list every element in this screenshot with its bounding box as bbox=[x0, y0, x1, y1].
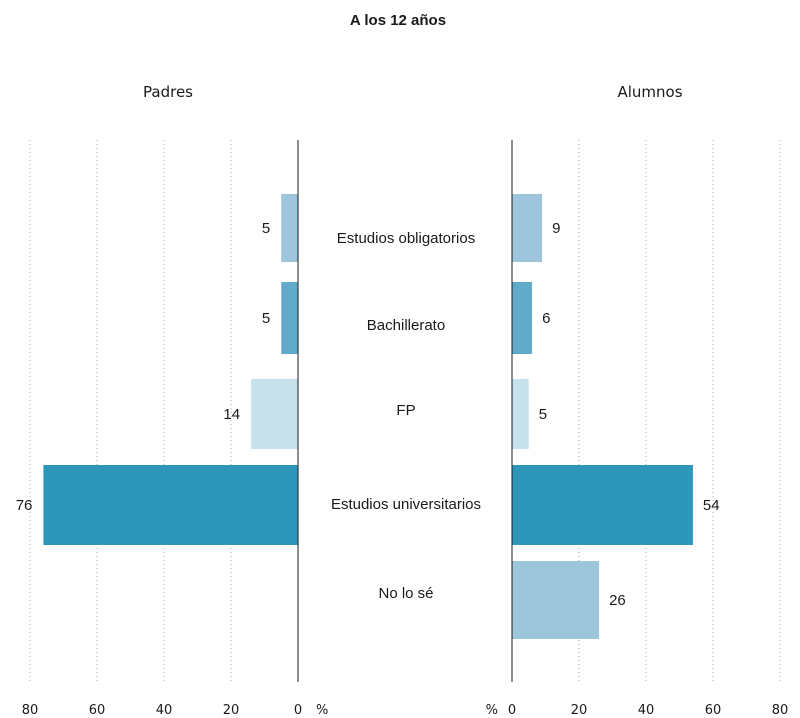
unit-label-left: % bbox=[316, 703, 328, 718]
value-label-padres: 5 bbox=[262, 310, 270, 327]
category-label: No lo sé bbox=[378, 585, 433, 602]
chart-title: A los 12 años bbox=[350, 12, 446, 29]
value-label-alumnos: 54 bbox=[703, 497, 720, 514]
x-tick-label-left: 20 bbox=[223, 703, 240, 718]
unit-label-right: % bbox=[486, 703, 498, 718]
right-panel-title: Alumnos bbox=[617, 83, 682, 101]
value-label-padres: 14 bbox=[223, 406, 240, 423]
x-tick-label-right: 80 bbox=[772, 703, 789, 718]
x-tick-label-right: 0 bbox=[508, 703, 516, 718]
bar-padres bbox=[281, 282, 298, 354]
value-label-alumnos: 26 bbox=[609, 592, 626, 609]
x-tick-label-right: 40 bbox=[638, 703, 655, 718]
x-tick-label-left: 80 bbox=[22, 703, 39, 718]
value-label-alumnos: 9 bbox=[552, 220, 560, 237]
bar-padres bbox=[281, 194, 298, 262]
x-tick-label-left: 60 bbox=[89, 703, 106, 718]
x-tick-label-right: 60 bbox=[705, 703, 722, 718]
left-panel-title: Padres bbox=[143, 83, 193, 101]
category-label: Bachillerato bbox=[367, 317, 445, 334]
x-tick-label-left: 40 bbox=[156, 703, 173, 718]
value-label-alumnos: 6 bbox=[542, 310, 550, 327]
bar-alumnos bbox=[512, 379, 529, 449]
bar-padres bbox=[43, 465, 299, 545]
labels: 0 0 20 20 40 40 60 60 80 80% % Estudios obligatorio… bbox=[16, 220, 789, 718]
value-label-padres: 5 bbox=[262, 220, 270, 237]
bars bbox=[43, 194, 693, 639]
bar-alumnos bbox=[512, 194, 543, 262]
bar-alumnos bbox=[512, 465, 693, 545]
bar-padres bbox=[251, 379, 298, 449]
bar-alumnos bbox=[512, 561, 600, 639]
x-tick-label-left: 0 bbox=[294, 703, 302, 718]
value-label-padres: 76 bbox=[16, 497, 33, 514]
bar-alumnos bbox=[512, 282, 533, 354]
value-label-alumnos: 5 bbox=[539, 406, 547, 423]
category-label: Estudios obligatorios bbox=[337, 230, 475, 247]
category-label: FP bbox=[396, 402, 415, 419]
x-tick-label-right: 20 bbox=[571, 703, 588, 718]
category-label: Estudios universitarios bbox=[331, 496, 481, 513]
